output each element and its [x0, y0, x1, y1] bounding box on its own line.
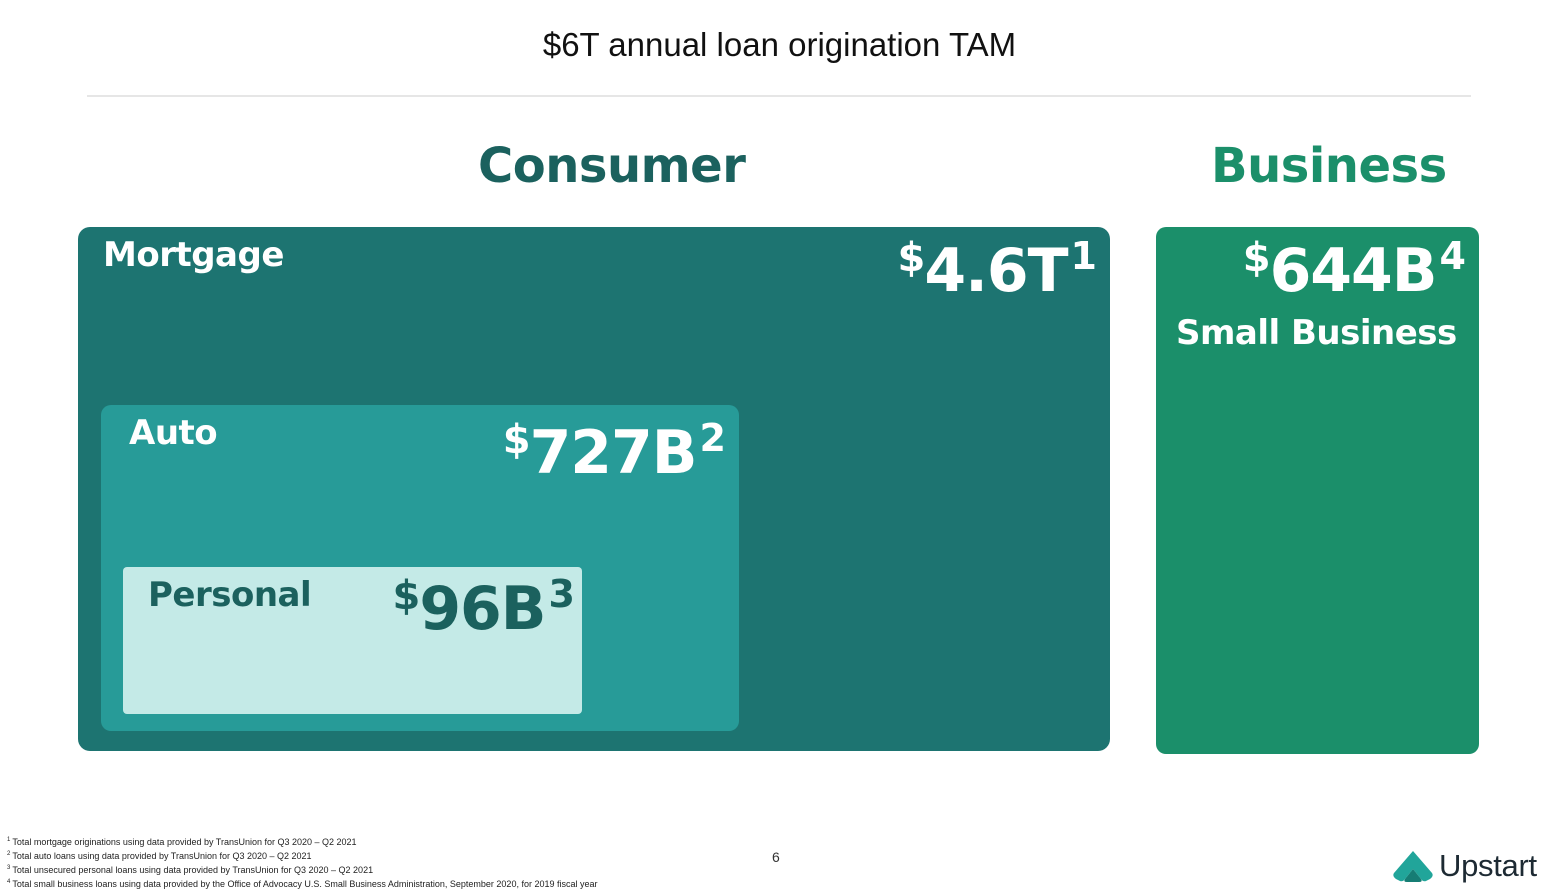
personal-currency: $ — [392, 573, 420, 619]
small-business-amount: 644B — [1269, 236, 1438, 306]
upstart-logo-text: Upstart — [1439, 848, 1537, 883]
mortgage-footnote-ref: 1 — [1070, 234, 1097, 278]
title-divider — [87, 95, 1471, 97]
personal-footnote-ref: 3 — [548, 572, 575, 616]
small-business-label: Small Business — [1176, 313, 1457, 353]
personal-box: Personal $96B3 — [123, 567, 582, 714]
small-business-box: $644B4 Small Business — [1156, 227, 1479, 754]
auto-label: Auto — [129, 413, 218, 453]
personal-label: Personal — [148, 575, 312, 615]
small-business-value: $644B4 — [1242, 234, 1466, 301]
business-heading: Business — [1211, 138, 1447, 194]
personal-value: $96B3 — [392, 572, 575, 639]
auto-currency: $ — [502, 417, 531, 463]
auto-value: $727B2 — [502, 416, 726, 483]
mortgage-value: $4.6T1 — [897, 234, 1097, 301]
small-business-currency: $ — [1242, 235, 1271, 281]
footnote-item: 4 Total small business loans using data p… — [7, 879, 598, 889]
footnote-item: 1 Total mortgage originations using data … — [7, 837, 357, 847]
mortgage-currency: $ — [897, 235, 925, 281]
slide-title: $6T annual loan origination TAM — [542, 26, 1017, 63]
consumer-heading: Consumer — [478, 138, 746, 194]
footnotes: 1 Total mortgage originations using data … — [7, 834, 597, 890]
auto-footnote-ref: 2 — [699, 416, 726, 460]
mortgage-amount: 4.6T — [924, 236, 1068, 306]
mortgage-label: Mortgage — [103, 235, 284, 275]
upstart-logo-icon — [1393, 851, 1433, 882]
footnote-item: 3 Total unsecured personal loans using da… — [7, 865, 374, 875]
personal-amount: 96B — [419, 574, 546, 644]
page-number: 6 — [772, 849, 780, 865]
footnote-item: 2 Total auto loans using data provided by… — [7, 851, 312, 861]
auto-amount: 727B — [529, 418, 698, 488]
small-business-footnote-ref: 4 — [1439, 234, 1466, 278]
upstart-logo: Upstart — [1392, 848, 1537, 884]
